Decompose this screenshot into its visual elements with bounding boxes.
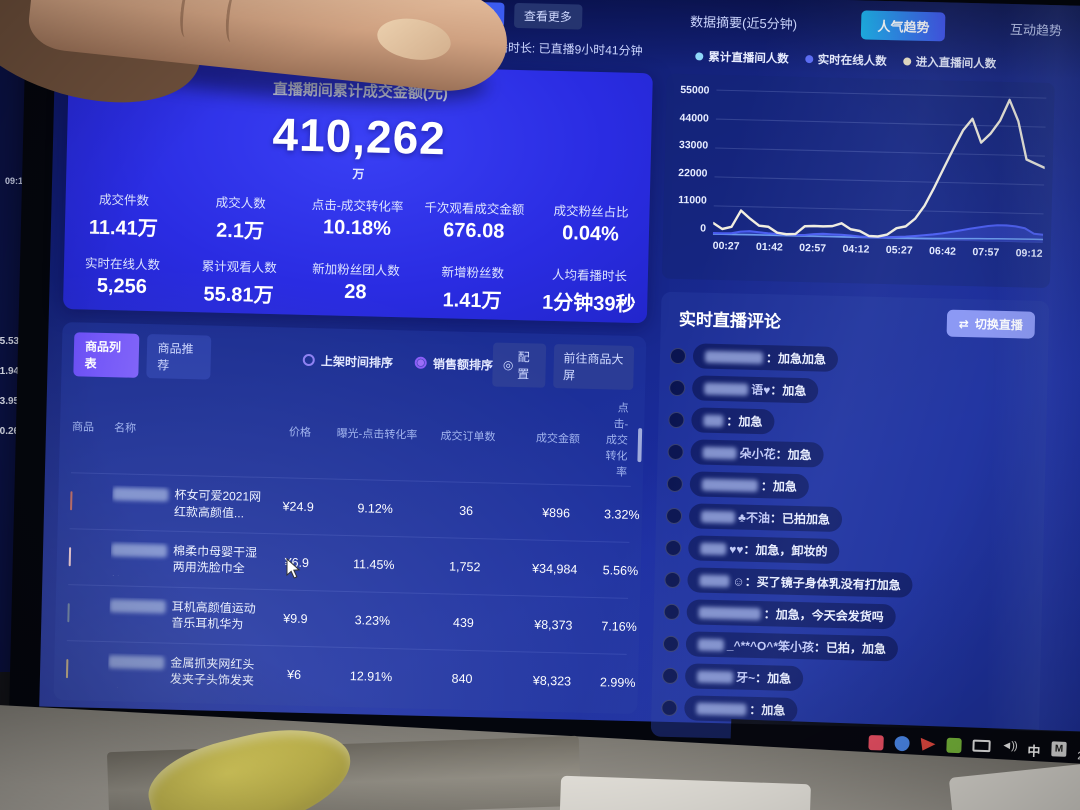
chart-legend: 累计直播间人数 实时在线人数 进入直播间人数 [681,48,1069,73]
tab-data-summary[interactable]: 数据摘要(近5分钟) [689,14,798,32]
ime-indicator[interactable]: 中 [1027,743,1041,759]
stats-row-1: 成交件数 11.41万 成交人数 2.1万 点击-成交转化率 10.18% 千次观看成… [88,192,629,246]
duration-label: 直播时长: 已直播9小时41分钟 [483,39,643,58]
blurred-text [112,487,169,502]
avatar [668,411,685,428]
monitor: ♪ 抖音 电商 数据主屏 ∷全屏 查看更多 直播中 开播平台: 抖音 开播时间:… [8,0,1080,777]
tab-product-recommend[interactable]: 商品推荐 [145,334,212,380]
list-item: ：加急，今天会发货吗 [663,599,1028,633]
trend-tabs: 数据摘要(近5分钟) 人气趋势 互动趋势 [682,6,1071,44]
blurred-username [704,350,764,364]
list-item: ♣不油：已拍加急 [665,503,1031,537]
list-item: ：加急加急 [669,343,1035,377]
stats-row-2: 实时在线人数 5,256 累计观看人数 55.81万 新加粉丝团人数 28 新增粉丝数… [84,256,636,316]
side-percent: 3.95% [0,396,28,407]
radio-selected-icon [414,356,428,369]
network-display-icon[interactable] [972,739,991,753]
gear-icon: ◎ [502,357,514,372]
product-table: 商品 名称 价格 曝光-点击转化率 成交订单数 成交金额 点击-成交转化率 杯女 [65,386,640,710]
mouse-cursor [286,558,301,579]
list-item: ♥♥：加急，卸妆的 [665,535,1030,569]
avatar [663,603,680,620]
right-column: 55000 44000 33000 22000 11000 0 00:27 [650,73,1055,790]
table-header: 商品 名称 价格 曝光-点击转化率 成交订单数 成交金额 点击-成交转化率 [71,402,629,479]
live-comments-panel: 实时直播评论 ⇄ 切换直播 ：加急加急 语♥：加急 ：加急 朵小花：加急 ：加急 … [650,291,1050,746]
radio-icon [302,353,316,367]
tray-app-icon[interactable] [868,734,884,750]
blurred-username [696,702,747,716]
side-time-label: 09:13 [4,176,28,186]
blurred-username [700,510,736,523]
blurred-username [697,670,734,683]
legend-dot [695,52,704,61]
side-percent: 0.26% [0,426,28,437]
tab-interaction-trend[interactable]: 互动趋势 [1009,22,1063,39]
blurred-username [700,542,727,555]
product-panel: 商品列表 商品推荐 上架时间排序 销售额排序 ◎ 配置 前往商品大屏 [53,321,647,715]
blurred-username [697,638,725,651]
side-percent: 1.94% [0,366,28,377]
tab-product-list[interactable]: 商品列表 [73,332,139,378]
blurred-username [698,606,761,620]
avatar [669,379,686,396]
finger-crease [223,0,244,43]
view-more-button[interactable]: 查看更多 [513,2,583,30]
blurred-username [704,382,749,396]
avatar [667,443,684,460]
product-thumbnail [65,658,69,678]
trend-chart [712,89,1047,243]
list-item: 朵小花：加急 [667,439,1032,473]
blurred-text [108,654,165,670]
product-thumbnail [68,546,72,566]
tray-green-icon[interactable] [946,737,962,753]
volume-icon[interactable]: ◄)) [1001,739,1017,752]
list-item: _^**^O^*笨小孩：已拍，加急 [662,631,1028,665]
list-item: ：加急 [668,407,1033,441]
product-thumbnail [70,490,73,510]
list-item: 语♥：加急 [669,375,1034,409]
blurred-username [702,446,737,459]
table-scrollbar[interactable] [637,428,643,463]
avatar [661,699,678,716]
tab-popularity-trend[interactable]: 人气趋势 [861,10,946,42]
config-button[interactable]: ◎ 配置 [492,342,546,388]
sort-by-shelf-time[interactable]: 上架时间排序 [302,351,393,370]
x-axis-labels: 00:27 01:42 02:57 04:12 05:27 06:42 07:5… [712,239,1043,260]
y-axis-labels: 55000 44000 33000 22000 11000 0 [678,83,710,235]
avatar [665,507,683,524]
avatar [669,347,687,364]
blurred-text [109,598,166,614]
sort-by-sales[interactable]: 销售额排序 [414,354,493,373]
tray-triangle-icon[interactable] [920,736,936,752]
list-item: ☺：买了镜子身体乳没有打加急 [664,567,1029,601]
blurred-text [110,542,168,558]
blurred-username [699,574,730,587]
legend-dot [804,55,813,64]
shield-icon[interactable] [894,735,910,751]
avatar [661,667,679,684]
ime-m-badge[interactable]: M [1051,740,1067,757]
list-item: 牙~：加急 [661,663,1027,697]
product-thumbnail [67,602,70,622]
switch-live-button[interactable]: ⇄ 切换直播 [946,309,1036,339]
avatar [664,571,681,588]
side-percent: 5.53% [0,336,28,347]
blurred-username [703,414,724,427]
dashboard-screen: ♪ 抖音 电商 数据主屏 ∷全屏 查看更多 直播中 开播平台: 抖音 开播时间:… [39,0,1080,771]
goto-product-screen-button[interactable]: 前往商品大屏 [552,343,635,390]
avatar [666,475,684,492]
legend-dot [902,57,911,66]
avatar [662,635,680,652]
swap-arrows-icon: ⇄ [958,316,970,331]
avatar [665,539,682,556]
blurred-username [701,478,758,492]
header-right: 数据摘要(近5分钟) 人气趋势 互动趋势 累计直播间人数 实时在线人数 进入直播… [681,4,1080,75]
list-item: ：加急 [666,471,1032,505]
fingernail [374,13,454,65]
trend-chart-panel: 55000 44000 33000 22000 11000 0 00:27 [661,73,1055,289]
comments-list: ：加急加急 语♥：加急 ：加急 朵小花：加急 ：加急 ♣不油：已拍加急 ♥♥：加… [661,343,1035,729]
finger-crease [177,0,198,39]
